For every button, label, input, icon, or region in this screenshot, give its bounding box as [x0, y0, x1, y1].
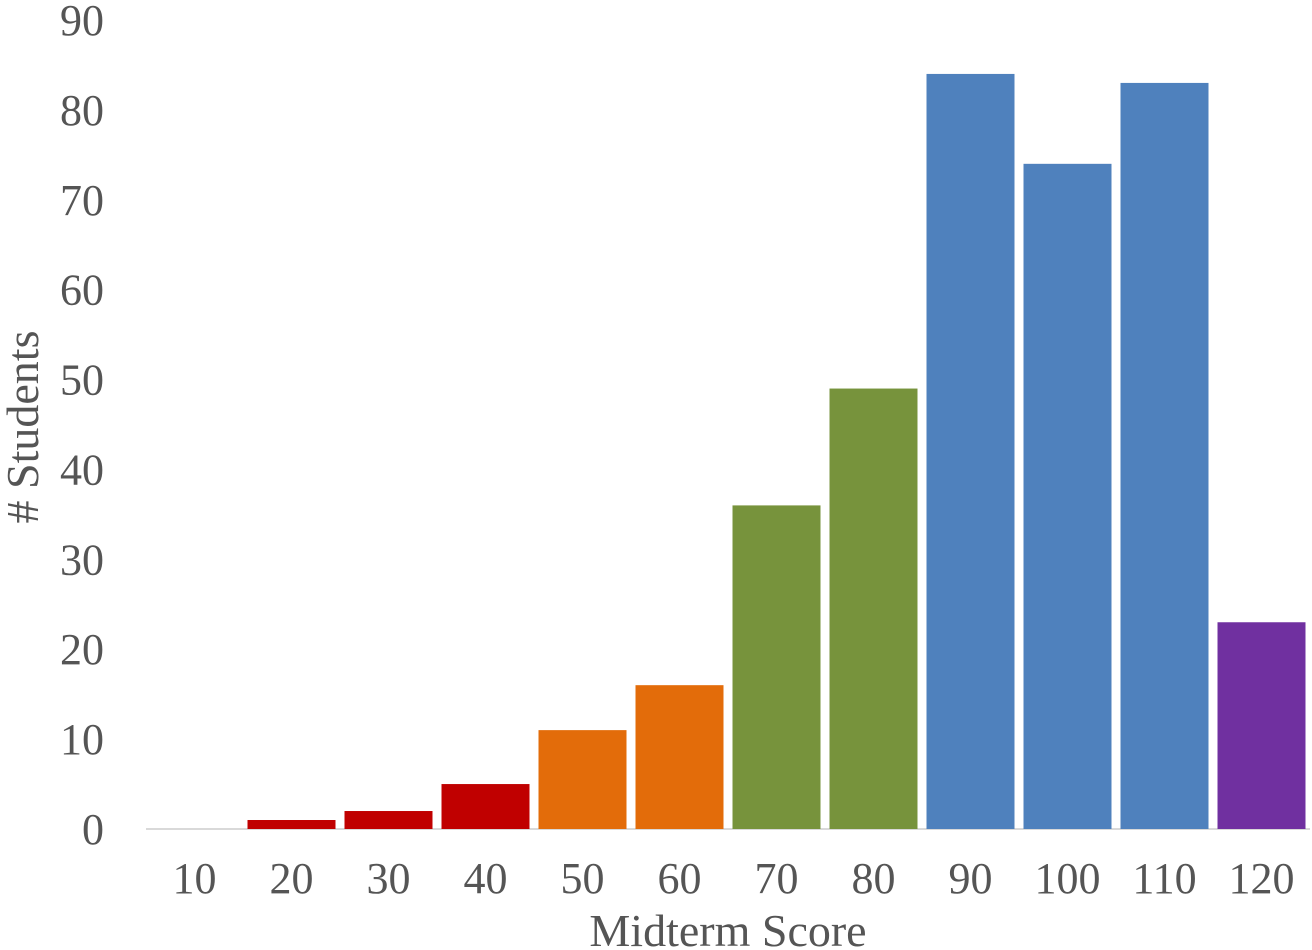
x-tick-label: 80	[852, 854, 896, 903]
x-tick-label: 70	[755, 854, 799, 903]
y-tick-label: 50	[60, 356, 104, 405]
bar-120	[1217, 622, 1306, 829]
y-axis-ticks: 0 10 20 30 40 50 60 70 80 90	[60, 0, 104, 854]
x-tick-label: 40	[464, 854, 508, 903]
y-axis-title: # Students	[0, 331, 48, 524]
x-tick-label: 10	[173, 854, 217, 903]
bar-110	[1120, 82, 1209, 829]
bar-60	[635, 685, 724, 829]
x-tick-label: 60	[658, 854, 702, 903]
bar-70	[732, 505, 821, 829]
bar-80	[829, 388, 918, 829]
bar-30	[344, 811, 433, 829]
bar-40	[441, 784, 530, 829]
y-tick-label: 30	[60, 535, 104, 584]
y-tick-label: 0	[82, 805, 104, 854]
bar-100	[1023, 163, 1112, 830]
y-tick-label: 40	[60, 445, 104, 494]
y-tick-label: 60	[60, 266, 104, 315]
x-tick-label: 50	[561, 854, 605, 903]
y-tick-label: 80	[60, 86, 104, 135]
x-tick-label: 100	[1035, 854, 1101, 903]
bar-50	[538, 730, 627, 829]
x-tick-label: 20	[270, 854, 314, 903]
y-tick-label: 90	[60, 0, 104, 45]
x-tick-label: 120	[1229, 854, 1295, 903]
bar-90	[926, 73, 1015, 829]
y-tick-label: 20	[60, 625, 104, 674]
x-tick-label: 110	[1132, 854, 1196, 903]
x-axis-title: Midterm Score	[589, 905, 866, 950]
x-axis-ticks: 10 20 30 40 50 60 70 80 90 100 110 120	[173, 854, 1295, 903]
y-tick-label: 70	[60, 176, 104, 225]
y-tick-label: 10	[60, 715, 104, 764]
x-tick-label: 30	[367, 854, 411, 903]
bars	[247, 73, 1306, 830]
x-tick-label: 90	[949, 854, 993, 903]
bar-20	[247, 820, 336, 829]
